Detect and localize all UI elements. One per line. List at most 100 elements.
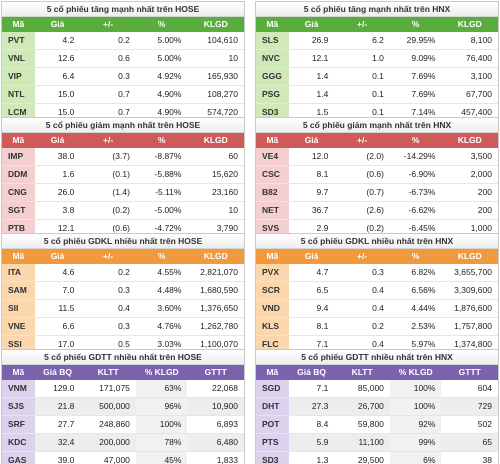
table-row[interactable]: POT 8.4 59,800 92% 502 [256, 416, 498, 434]
cell-value: 59,800 [357, 419, 384, 429]
cell-value: 29,500 [357, 455, 384, 464]
cell-value: (0.2) [112, 205, 130, 215]
stock-code: GAS [2, 452, 35, 464]
cell-value: 1,262,780 [200, 321, 238, 331]
table-row[interactable]: IMP 38.0 (3.7) -8.87% 60 [2, 148, 244, 166]
cell-value: 1.4 [316, 71, 329, 81]
table-row[interactable]: PTS 5.9 11,100 99% 65 [256, 434, 498, 452]
table-row[interactable]: GAS 39.0 47,000 45% 1,833 [2, 452, 244, 464]
cell-value: 12.1 [311, 53, 329, 63]
cell-value: (2.0) [366, 151, 384, 161]
cell-value: 7.1 [316, 339, 329, 349]
cell-value: 63% [135, 380, 188, 397]
table-row[interactable]: PSG 1.4 0.1 7.69% 67,700 [256, 86, 498, 104]
table-row[interactable]: CSC 8.1 (0.6) -6.90% 2,000 [256, 166, 498, 184]
cell-value: 2,000 [470, 169, 492, 179]
table-row[interactable]: ITA 4.6 0.2 4.55% 2,821,070 [2, 264, 244, 282]
table-header-row: Mã Giá +/-% KLGD [2, 17, 244, 32]
cell-value: -6.73% [408, 187, 436, 197]
table-row[interactable]: SCR 6.5 0.4 6.56% 3,309,600 [256, 282, 498, 300]
stock-code: NTL [2, 86, 35, 103]
panel-hnx-up: 5 cổ phiếu tăng mạnh nhất trên HNX Mã Giá +… [255, 1, 499, 123]
table-row[interactable]: SGD 7.1 85,000 100% 604 [256, 380, 498, 398]
cell-value: (0.6) [366, 169, 384, 179]
cell-value: 9.4 [316, 303, 329, 313]
table-header-row: Mã Giá +/-% KLGD [256, 133, 498, 148]
table-row[interactable]: VND 9.4 0.4 4.44% 1,876,600 [256, 300, 498, 318]
cell-value: 200 [477, 205, 492, 215]
cell-value: 6,893 [216, 419, 238, 429]
table-row[interactable]: SLS 26.9 6.2 29.95% 8,100 [256, 32, 498, 50]
table-row[interactable]: DHT 27.3 26,700 100% 729 [256, 398, 498, 416]
panel-hose-vol: 5 cổ phiếu GDKL nhiều nhất trên HOSE Mã Gi… [1, 233, 245, 355]
table-row[interactable]: SRF 27.7 248,860 100% 6,893 [2, 416, 244, 434]
cell-value: 11,100 [334, 434, 390, 451]
cell-value: 21.8 [34, 398, 81, 415]
cell-value: 1,376,650 [200, 303, 238, 313]
table-row[interactable]: CNG 26.0 (1.4) -5.11% 23,160 [2, 184, 244, 202]
table-row[interactable]: B82 9.7 (0.7) -6.73% 200 [256, 184, 498, 202]
cell-value: 27.7 [57, 419, 75, 429]
cell-value: 6% [389, 452, 442, 464]
table-row[interactable]: VIP 6.4 0.3 4.92% 165,930 [2, 68, 244, 86]
cell-value: 7.69% [411, 89, 436, 99]
cell-value: 104,610 [207, 35, 238, 45]
table-row[interactable]: SGT 3.8 (0.2) -5.00% 10 [2, 202, 244, 220]
cell-value: (0.1) [112, 169, 130, 179]
cell-value: 0.2 [118, 35, 130, 45]
column-header: % [157, 19, 166, 29]
cell-value: (1.4) [112, 187, 130, 197]
stock-code: SII [2, 300, 35, 317]
cell-value: 12.6 [57, 53, 75, 63]
table-row[interactable]: SAM 7.0 0.3 4.48% 1,680,590 [2, 282, 244, 300]
cell-value: 76,400 [465, 53, 492, 63]
cell-value: 15,620 [211, 169, 238, 179]
cell-value: 7.14% [411, 107, 436, 117]
table-row[interactable]: KDC 32.4 200,000 78% 6,480 [2, 434, 244, 452]
cell-value: 248,860 [99, 419, 130, 429]
table-header-row: Mã Giá +/-% KLGD [2, 249, 244, 264]
cell-value: 26,700 [334, 398, 390, 415]
stock-code: KDC [2, 434, 35, 451]
table-header-row: Mã Giá +/-% KLGD [2, 133, 244, 148]
table-row[interactable]: NET 36.7 (2.6) -6.62% 200 [256, 202, 498, 220]
table-row[interactable]: NVC 12.1 1.0 9.09% 76,400 [256, 50, 498, 68]
cell-value: 2,821,070 [200, 267, 238, 277]
cell-value: -5.88% [154, 169, 182, 179]
table-row[interactable]: VE4 12.0 (2.0) -14.29% 3,500 [256, 148, 498, 166]
stock-code: PVX [256, 264, 289, 281]
table-header-row: Mã Giá BQ KLTT % KLGD GTTT [256, 365, 498, 380]
stock-code: NET [256, 202, 289, 219]
column-header: +/- [357, 251, 368, 261]
column-header: Mã [266, 251, 279, 261]
table-row[interactable]: NTL 15.0 0.7 4.90% 108,270 [2, 86, 244, 104]
cell-value: 729 [441, 398, 498, 415]
table-row[interactable]: VNL 12.6 0.6 5.00% 10 [2, 50, 244, 68]
table-row[interactable]: PVT 4.2 0.2 5.00% 104,610 [2, 32, 244, 50]
table-header-row: Mã Giá BQ KLTT % KLGD GTTT [2, 365, 244, 380]
cell-value: -6.90% [408, 169, 436, 179]
table-row[interactable]: SII 11.5 0.4 3.60% 1,376,650 [2, 300, 244, 318]
table-row[interactable]: VNE 6.6 0.3 4.76% 1,262,780 [2, 318, 244, 336]
table-row[interactable]: VNM 129.0 171,075 63% 22,068 [2, 380, 244, 398]
column-header: KLTT [97, 367, 119, 377]
panel-title: 5 cổ phiếu giảm mạnh nhất trên HNX [256, 118, 498, 133]
stock-code: ITA [2, 264, 35, 281]
column-header: KLGD [457, 135, 482, 145]
cell-value: 26.0 [57, 187, 75, 197]
cell-value: 4.2 [62, 35, 75, 45]
table-row[interactable]: PVX 4.7 0.3 6.82% 3,655,700 [256, 264, 498, 282]
stock-code: VND [256, 300, 289, 317]
cell-value: 574,720 [207, 107, 238, 117]
cell-value: 45% [135, 452, 188, 464]
table-row[interactable]: GGG 1.4 0.1 7.69% 3,100 [256, 68, 498, 86]
cell-value: 8.1 [316, 321, 329, 331]
cell-value: 92% [389, 416, 442, 433]
stock-code: GGG [256, 68, 289, 85]
table-row[interactable]: SD3 1.3 29,500 6% 38 [256, 452, 498, 464]
table-row[interactable]: SJS 21.8 500,000 96% 10,900 [2, 398, 244, 416]
cell-value: 85,000 [357, 383, 384, 393]
table-row[interactable]: DDM 1.6 (0.1) -5.88% 15,620 [2, 166, 244, 184]
table-row[interactable]: KLS 8.1 0.2 2.53% 1,757,800 [256, 318, 498, 336]
cell-value: 3,500 [470, 151, 492, 161]
